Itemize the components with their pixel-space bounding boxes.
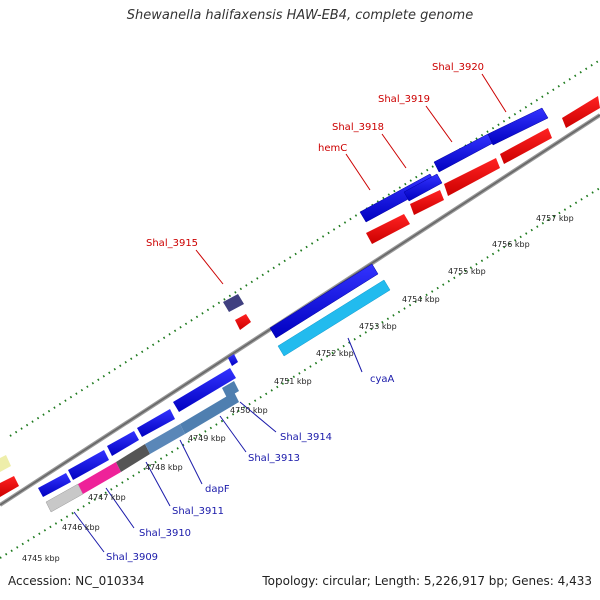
ruler-label: 4753 kbp (359, 322, 397, 331)
ruler-label: 4751 kbp (274, 377, 312, 386)
gene-shal-3911[interactable] (116, 444, 150, 472)
gene-blue-row-5[interactable] (173, 368, 236, 412)
ruler-label: 4755 kbp (448, 267, 486, 276)
label-hemc: hemC (318, 143, 347, 154)
ruler-label: 4752 kbp (316, 349, 354, 358)
gene-labels-blue: cyaA Shal_3914 Shal_3913 dapF Shal_3911 … (106, 374, 395, 563)
gene-shal-3914[interactable] (222, 381, 239, 398)
ruler-label: 4749 kbp (188, 434, 226, 443)
gene-blue-row-3[interactable] (107, 431, 139, 456)
label-shal-3910: Shal_3910 (139, 528, 191, 539)
gene-cyaa[interactable] (277, 279, 391, 357)
label-shal-3909: Shal_3909 (106, 552, 158, 563)
ruler-label: 4757 kbp (536, 214, 574, 223)
gene-labels-red: Shal_3920 Shal_3919 Shal_3918 hemC Shal_… (146, 62, 484, 249)
inner-tick-row (0, 187, 600, 559)
label-shal-3914: Shal_3914 (280, 432, 332, 443)
gene-shal-3910[interactable] (78, 462, 121, 494)
label-shal-3918: Shal_3918 (332, 122, 384, 133)
label-shal-3911: Shal_3911 (172, 506, 224, 517)
gene-red-reverse-4[interactable] (500, 128, 552, 164)
label-shal-3915: Shal_3915 (146, 238, 198, 249)
ruler-label: 4750 kbp (230, 406, 268, 415)
accession-text: Accession: NC_010334 (8, 574, 145, 588)
ruler-label: 4756 kbp (492, 240, 530, 249)
gene-blue-tip[interactable] (228, 354, 238, 366)
gene-red-reverse-1[interactable] (366, 214, 410, 244)
ruler-label: 4746 kbp (62, 523, 100, 532)
leader-lines (73, 73, 507, 553)
gene-dapf[interactable] (145, 424, 185, 454)
gene-blue-row-1[interactable] (38, 473, 71, 497)
label-shal-3920: Shal_3920 (432, 62, 484, 73)
gene-yellow-fragment[interactable] (0, 455, 11, 472)
genome-summary-text: Topology: circular; Length: 5,226,917 bp… (262, 574, 592, 588)
gene-blue-long[interactable] (269, 263, 379, 339)
gene-shal-3915[interactable] (223, 294, 244, 312)
label-dapf: dapF (205, 484, 230, 495)
ruler-label: 4754 kbp (402, 295, 440, 304)
gene-red-reverse-3[interactable] (444, 158, 500, 196)
gene-red-reverse-2[interactable] (410, 190, 444, 215)
gene-red-small[interactable] (235, 314, 251, 330)
gene-red-fragment[interactable] (0, 476, 19, 497)
gene-shal-3918[interactable] (403, 173, 443, 202)
label-shal-3913: Shal_3913 (248, 453, 300, 464)
gene-shal-3920[interactable] (487, 107, 549, 146)
label-shal-3919: Shal_3919 (378, 94, 430, 105)
gene-blue-row-4[interactable] (137, 409, 175, 437)
label-cyaa: cyaA (370, 374, 395, 385)
ruler-label: 4747 kbp (88, 493, 126, 502)
gene-red-reverse-5[interactable] (562, 96, 600, 128)
ruler-labels: 4745 kbp 4746 kbp 4747 kbp 4748 kbp 4749… (22, 214, 574, 563)
ruler-label: 4745 kbp (22, 554, 60, 563)
map-title: Shewanella halifaxensis HAW-EB4, complet… (126, 8, 474, 23)
gene-shal-3913[interactable] (180, 392, 239, 434)
gene-blue-row-2[interactable] (68, 450, 109, 480)
ruler-label: 4748 kbp (145, 463, 183, 472)
